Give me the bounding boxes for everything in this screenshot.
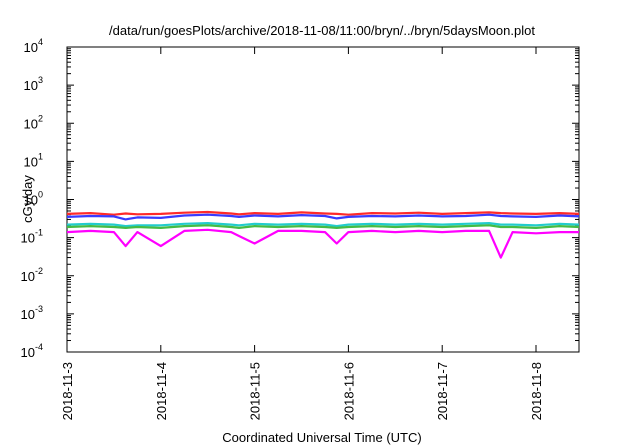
y-tick-label: 10-3 xyxy=(21,304,43,322)
series-line xyxy=(66,222,580,228)
y-axis-label: cGy/day xyxy=(20,175,35,223)
y-tick-label: 10-1 xyxy=(21,228,43,246)
plot-frame xyxy=(66,46,580,353)
x-tick-label: 2018-11-3 xyxy=(60,362,75,420)
chart-title: /data/run/goesPlots/archive/2018-11-08/1… xyxy=(109,23,535,38)
series-line xyxy=(66,228,579,259)
x-axis-label: Coordinated Universal Time (UTC) xyxy=(222,430,421,445)
y-tick-label: 10-2 xyxy=(21,266,43,284)
y-tick-label: 10-4 xyxy=(21,342,43,360)
series-line xyxy=(66,213,580,221)
x-tick-label: 2018-11-6 xyxy=(341,362,356,420)
series-line xyxy=(66,210,580,216)
x-tick-label: 2018-11-5 xyxy=(248,362,263,420)
y-tick-label: 101 xyxy=(24,151,43,169)
x-tick-label: 2018-11-7 xyxy=(435,362,450,420)
x-axis: 2018-11-3 2018-11-4 2018-11-5 2018-11-6 2018… xyxy=(60,47,544,420)
x-tick-label: 2018-11-4 xyxy=(154,362,169,420)
y-tick-label: 102 xyxy=(24,113,43,131)
series-layer xyxy=(66,210,580,259)
y-tick-label: 104 xyxy=(24,37,43,55)
y-tick-label: 103 xyxy=(24,75,43,93)
series-line xyxy=(66,224,580,229)
x-tick-label: 2018-11-8 xyxy=(529,362,544,420)
